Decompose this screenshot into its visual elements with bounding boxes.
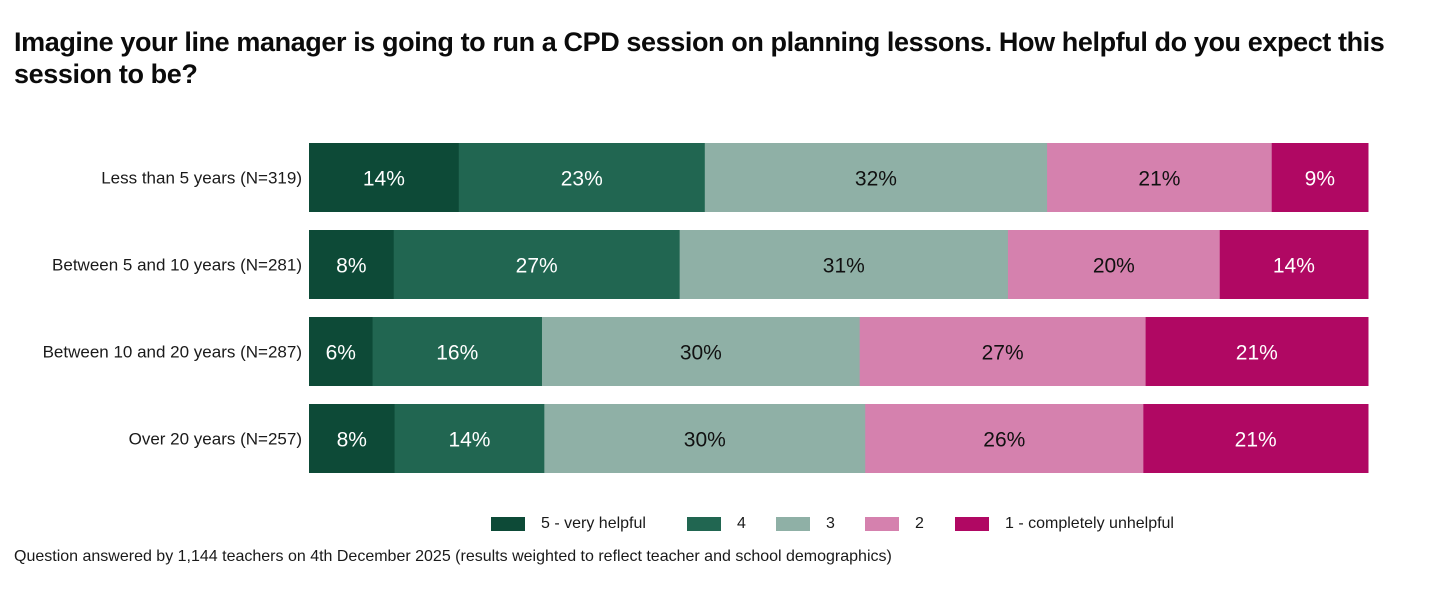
category-label: Between 5 and 10 years (N=281) [52, 256, 302, 275]
bar-segment [865, 404, 1144, 473]
category-label: Between 10 and 20 years (N=287) [43, 343, 302, 362]
category-label: Over 20 years (N=257) [129, 430, 302, 449]
legend-swatch [955, 517, 989, 531]
data-label: 30% [680, 342, 722, 365]
data-label: 14% [448, 429, 490, 452]
bar-segment [1219, 230, 1369, 299]
legend-item: 4 [687, 515, 746, 533]
legend-item: 5 - very helpful [491, 515, 646, 533]
legend-label: 1 - completely unhelpful [1005, 515, 1174, 532]
bar-segment [309, 143, 460, 212]
category-label: Less than 5 years (N=319) [101, 169, 302, 188]
bar-segment [544, 404, 866, 473]
bar-segment [394, 404, 545, 473]
legend-label: 4 [737, 515, 746, 532]
legend: 5 - very helpful 4 3 2 1 - completely unhelp… [0, 515, 1440, 539]
data-label: 14% [363, 168, 405, 191]
data-label: 26% [983, 429, 1025, 452]
bar-segment [1143, 404, 1369, 473]
chart-title: Imagine your line manager is going to ru… [14, 27, 1385, 89]
bar-segment [541, 317, 861, 386]
bar-row: Over 20 years (N=257) 8% 14% 30% 26% 21% [129, 404, 1369, 473]
bar-segment [704, 143, 1048, 212]
data-label: 9% [1305, 168, 1335, 191]
bar-row: Less than 5 years (N=319) 14% 23% 32% 21% 9% [101, 143, 1369, 212]
legend-swatch [865, 517, 899, 531]
data-label: 30% [684, 429, 726, 452]
data-label: 6% [326, 342, 356, 365]
data-label: 21% [1236, 342, 1278, 365]
data-label: 23% [561, 168, 603, 191]
bar-segment [1047, 143, 1273, 212]
bar-segment [458, 143, 706, 212]
bar-segment [679, 230, 1009, 299]
legend-label: 2 [915, 515, 924, 532]
data-label: 21% [1138, 168, 1180, 191]
footnote: Question answered by 1,144 teachers on 4… [14, 548, 892, 565]
data-label: 27% [982, 342, 1024, 365]
data-label: 21% [1235, 429, 1277, 452]
bar-segment [1145, 317, 1369, 386]
bar-segment [1271, 143, 1369, 212]
data-label: 32% [855, 168, 897, 191]
legend-item: 1 - completely unhelpful [955, 515, 1174, 533]
data-label: 8% [336, 255, 366, 278]
bar-segment [309, 317, 374, 386]
legend-item: 3 [776, 515, 835, 533]
legend-label: 3 [826, 515, 835, 532]
legend-swatch [687, 517, 721, 531]
bar-row: Between 5 and 10 years (N=281) 8% 27% 31% 20… [52, 230, 1369, 299]
legend-swatch [776, 517, 810, 531]
bar-segment [309, 230, 395, 299]
data-label: 14% [1273, 255, 1315, 278]
legend-item: 2 [865, 515, 924, 533]
bar-segment [859, 317, 1147, 386]
data-label: 8% [337, 429, 367, 452]
bar-segment [393, 230, 681, 299]
data-label: 20% [1093, 255, 1135, 278]
bar-segment [1007, 230, 1221, 299]
data-label: 16% [436, 342, 478, 365]
data-label: 31% [823, 255, 865, 278]
bar-segment [309, 404, 396, 473]
bar-segment [372, 317, 543, 386]
legend-swatch [491, 517, 525, 531]
data-label: 27% [516, 255, 558, 278]
bar-row: Between 10 and 20 years (N=287) 6% 16% 30% 2… [43, 317, 1369, 386]
legend-label: 5 - very helpful [541, 515, 646, 532]
